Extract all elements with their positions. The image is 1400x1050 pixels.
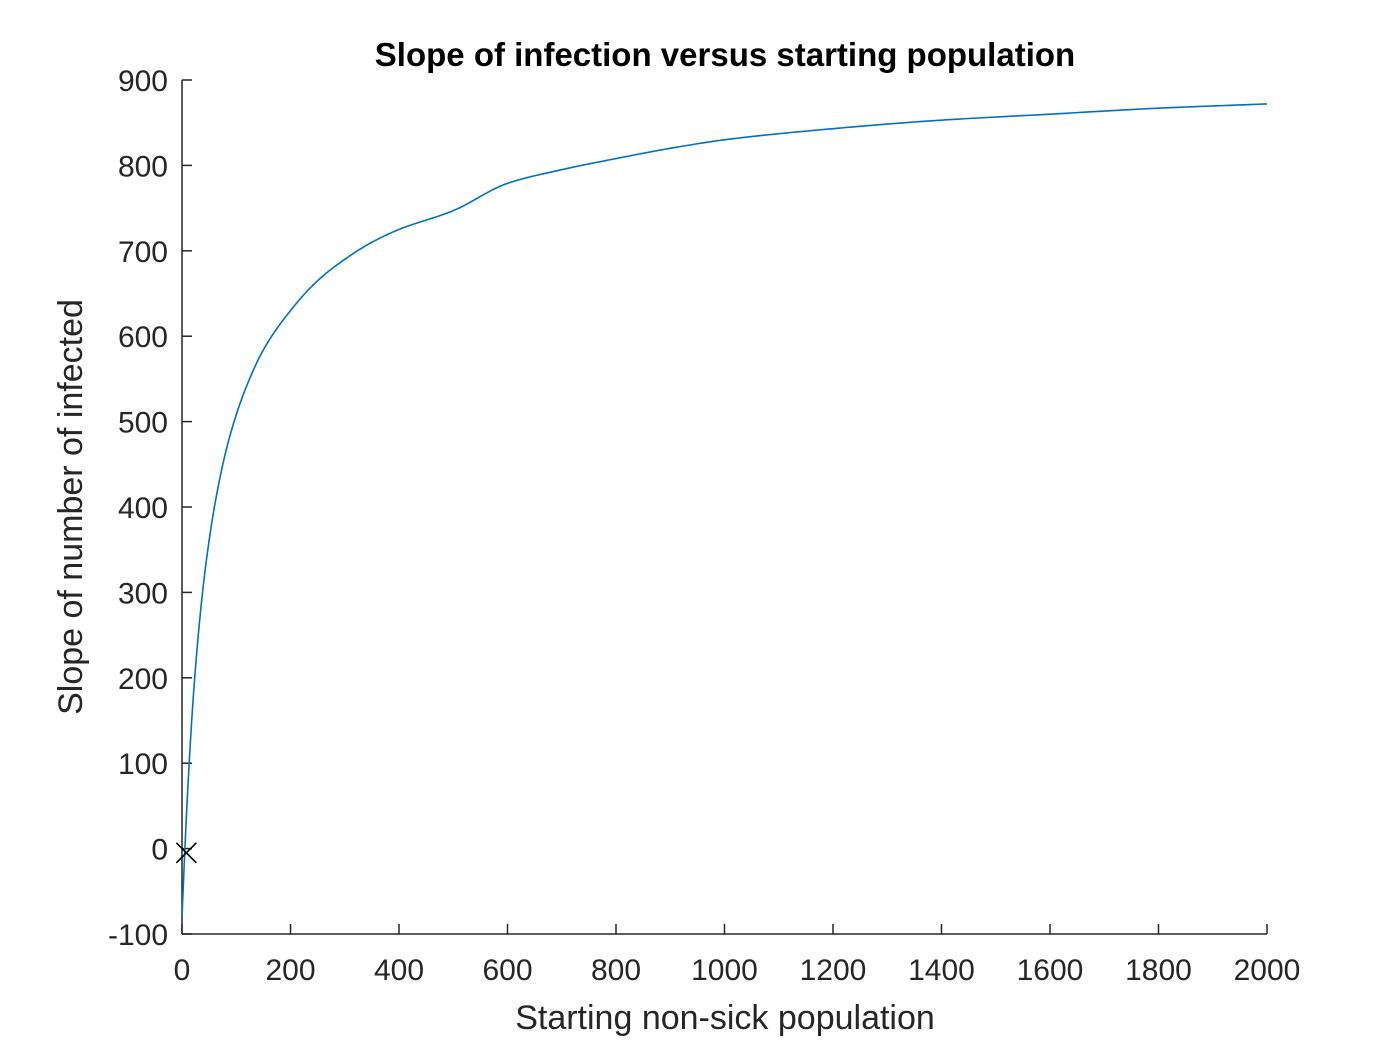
y-tick-label: 800 (118, 150, 168, 183)
x-tick-label: 2000 (1234, 954, 1301, 987)
y-tick-label: 700 (118, 236, 168, 269)
x-tick-label: 1000 (691, 954, 758, 987)
y-axis-title: Slope of number of infected (52, 299, 90, 715)
x-tick-label: 1200 (800, 954, 867, 987)
series-layer (181, 103, 1268, 917)
y-tick-label: 900 (118, 65, 168, 98)
y-tick-label: 600 (118, 321, 168, 354)
x-tick-label: 800 (591, 954, 641, 987)
x-tick-label: 1600 (1017, 954, 1084, 987)
marker-layer (175, 842, 197, 864)
y-tick-label: 400 (118, 492, 168, 525)
y-tick-label: -100 (108, 919, 168, 952)
y-tick-label: 0 (151, 834, 168, 867)
axes (181, 79, 1268, 935)
x-axis-title: Starting non-sick population (515, 999, 935, 1037)
x-tick-label: 0 (174, 954, 191, 987)
chart-title: Slope of infection versus starting popul… (375, 36, 1075, 73)
x-tick-label: 1400 (908, 954, 975, 987)
x-marker (175, 842, 197, 864)
tick-labels: 0 200 400 600 800 1000 1200 1400 1600 1800 2000-10… (108, 65, 1300, 987)
y-tick-label: 300 (118, 577, 168, 610)
series-line-0 (181, 103, 1268, 917)
x-tick-label: 400 (374, 954, 424, 987)
y-tick-label: 200 (118, 663, 168, 696)
x-tick-label: 200 (265, 954, 315, 987)
x-tick-label: 1800 (1125, 954, 1192, 987)
x-tick-label: 600 (482, 954, 532, 987)
y-tick-label: 500 (118, 407, 168, 440)
y-tick-label: 100 (118, 748, 168, 781)
